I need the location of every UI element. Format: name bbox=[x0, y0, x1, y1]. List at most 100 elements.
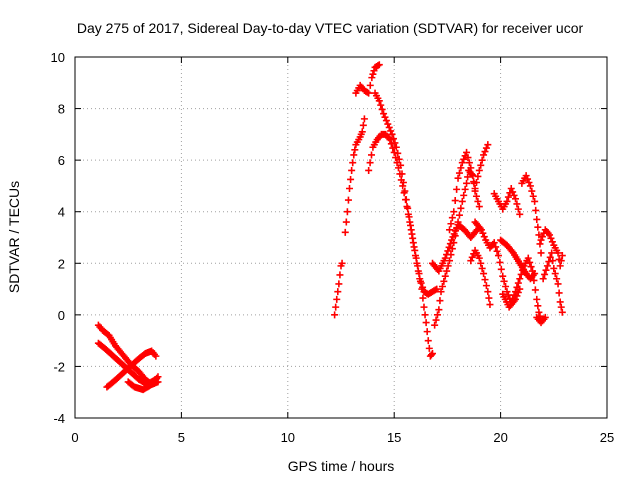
data-point bbox=[547, 234, 555, 242]
data-point bbox=[437, 288, 445, 296]
data-point bbox=[555, 289, 563, 297]
data-point bbox=[482, 144, 490, 152]
y-tick-label: -2 bbox=[53, 359, 65, 374]
data-point bbox=[529, 192, 537, 200]
data-point bbox=[497, 265, 505, 273]
data-point bbox=[485, 294, 493, 302]
data-point bbox=[482, 282, 490, 290]
data-point bbox=[334, 288, 342, 296]
data-point bbox=[480, 151, 488, 159]
data-point bbox=[548, 249, 556, 257]
data-point bbox=[496, 258, 504, 266]
data-point bbox=[467, 164, 475, 172]
data-point bbox=[431, 321, 439, 329]
data-point bbox=[331, 311, 339, 319]
data-point bbox=[535, 308, 543, 316]
y-tick-label: 8 bbox=[58, 102, 65, 117]
data-point bbox=[412, 254, 420, 262]
data-point bbox=[510, 191, 518, 199]
data-point bbox=[524, 254, 532, 262]
data-point bbox=[558, 308, 566, 316]
data-point bbox=[411, 246, 419, 254]
data-point bbox=[553, 275, 561, 283]
data-point bbox=[399, 178, 407, 186]
data-point bbox=[504, 193, 512, 201]
data-point bbox=[465, 159, 473, 167]
data-point bbox=[409, 239, 417, 247]
data-point bbox=[468, 171, 476, 179]
data-point bbox=[528, 187, 536, 195]
data-point bbox=[517, 270, 525, 278]
data-point bbox=[478, 156, 486, 164]
data-point bbox=[335, 280, 343, 288]
data-point bbox=[484, 141, 492, 149]
data-point bbox=[405, 213, 413, 221]
data-point bbox=[366, 159, 374, 167]
data-point bbox=[539, 275, 547, 283]
data-point bbox=[416, 277, 424, 285]
data-point bbox=[537, 236, 545, 244]
data-point bbox=[368, 74, 376, 82]
data-point bbox=[344, 196, 352, 204]
x-tick-label: 20 bbox=[493, 430, 507, 445]
data-point bbox=[537, 249, 545, 257]
x-tick-label: 0 bbox=[71, 430, 78, 445]
data-point bbox=[422, 319, 430, 327]
data-point bbox=[532, 206, 540, 214]
y-tick-label: 4 bbox=[58, 205, 65, 220]
data-point bbox=[388, 130, 396, 138]
data-point bbox=[360, 115, 368, 123]
data-point bbox=[531, 286, 539, 294]
data-point bbox=[348, 166, 356, 174]
data-point bbox=[436, 297, 444, 305]
x-tick-label: 25 bbox=[600, 430, 614, 445]
data-point bbox=[408, 230, 416, 238]
data-point bbox=[531, 270, 539, 278]
data-point bbox=[541, 313, 549, 321]
data-point bbox=[380, 110, 388, 118]
data-point bbox=[420, 303, 428, 311]
y-tick-label: 10 bbox=[51, 50, 65, 65]
data-point bbox=[392, 154, 400, 162]
data-point bbox=[378, 105, 386, 113]
data-point bbox=[444, 247, 452, 255]
data-point bbox=[419, 294, 427, 302]
data-point bbox=[429, 350, 437, 358]
data-point bbox=[526, 258, 534, 266]
data-point bbox=[458, 197, 466, 205]
y-tick-label: 0 bbox=[58, 308, 65, 323]
data-point bbox=[499, 272, 507, 280]
data-point bbox=[152, 352, 160, 360]
data-point bbox=[425, 344, 433, 352]
data-point bbox=[457, 204, 465, 212]
data-point bbox=[366, 81, 374, 89]
data-point bbox=[424, 337, 432, 345]
data-point bbox=[444, 262, 452, 270]
data-point bbox=[407, 221, 415, 229]
data-point bbox=[414, 262, 422, 270]
data-point bbox=[358, 128, 366, 136]
data-point bbox=[500, 277, 508, 285]
data-point bbox=[432, 316, 440, 324]
data-point bbox=[538, 233, 546, 241]
data-point bbox=[467, 257, 475, 265]
data-point bbox=[494, 252, 502, 260]
data-point bbox=[477, 259, 485, 267]
data-point bbox=[474, 197, 482, 205]
data-point bbox=[450, 208, 458, 216]
data-point bbox=[342, 218, 350, 226]
data-point bbox=[542, 266, 550, 274]
data-point bbox=[556, 298, 564, 306]
data-point bbox=[343, 208, 351, 216]
data-point bbox=[363, 88, 371, 96]
data-point bbox=[154, 373, 162, 381]
data-point bbox=[398, 170, 406, 178]
data-point bbox=[550, 264, 558, 272]
data-point bbox=[481, 148, 489, 156]
data-point bbox=[390, 148, 398, 156]
data-point bbox=[478, 264, 486, 272]
data-point bbox=[461, 185, 469, 193]
data-point bbox=[543, 262, 551, 270]
data-point bbox=[374, 62, 382, 70]
